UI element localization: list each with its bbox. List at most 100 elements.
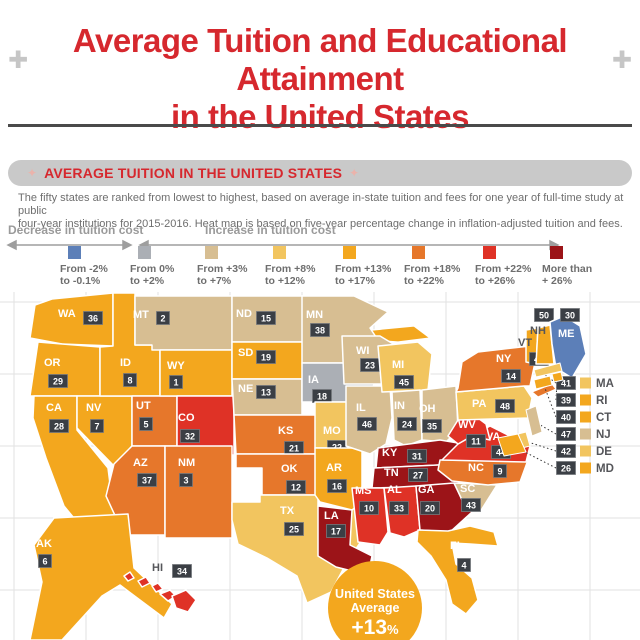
state-rank-NE [256,385,276,399]
state-rank-UT-value: 5 [143,420,148,430]
state-rank-AL-value: 33 [394,504,404,514]
state-shape-MD [497,433,527,457]
state-label-MT: MT [133,309,149,321]
state-rank-MN [310,323,330,337]
state-rank-SD [256,350,276,364]
state-rank-MI [394,375,414,389]
state-rank-NJ-value: 47 [561,430,571,440]
legend-item-tan: From +3% to +7% [197,246,247,287]
callout-connector [524,440,557,452]
description-text: The fifty states are ranked from lowest … [18,192,632,231]
state-rank-MS-value: 10 [364,504,374,514]
state-rank-SD-value: 19 [261,353,271,363]
state-rank-WY [169,375,183,389]
legend-swatch-gray [138,246,151,259]
legend-swatch-blue [68,246,81,259]
page-title: Average Tuition and Educational Attainme… [30,22,610,136]
us-average-line1: United States [335,587,415,601]
state-label-MN: MN [306,309,323,321]
legend-swatch-gold [343,246,356,259]
state-rank-PA [495,399,515,413]
state-rank-CT-value: 40 [561,413,571,423]
state-shape-NM [164,445,233,539]
callout-connector [555,381,558,401]
decorative-plus-icon: ✚ [611,47,632,74]
state-rank-IL-value: 46 [362,420,372,430]
state-label-HI: HI [152,562,163,574]
state-label-FL: FL [450,540,464,552]
state-label-GA: GA [418,484,435,496]
state-label-DE: DE [596,446,612,458]
sparkle-icon: ✦ [349,166,360,180]
state-label-WI: WI [356,345,369,357]
state-rank-NJ [556,427,576,441]
state-label-TX: TX [280,505,295,517]
state-label-WA: WA [58,308,76,320]
state-rank-HI-value: 34 [177,567,187,577]
state-rank-AZ [137,473,157,487]
legend-label: More than + 26% [542,263,593,287]
section-banner-title: AVERAGE TUITION IN THE UNITED STATES [44,165,343,181]
legend-swatch-orange [412,246,425,259]
state-rank-WY-value: 1 [173,378,178,388]
sparkle-icon: ✦ [27,166,38,180]
state-rank-FL-value: 4 [461,561,466,571]
state-label-ID: ID [120,357,131,369]
legend-label: From -2% to -0.1% [60,263,108,287]
state-label-RI: RI [596,395,608,407]
state-rank-GA [420,501,440,515]
state-rank-PA-value: 48 [500,402,510,412]
legend-swatch-lightgold [273,246,286,259]
state-label-OH: OH [419,403,436,415]
state-rank-RI [556,393,576,407]
state-rank-CT [556,410,576,424]
state-rank-CA [49,419,69,433]
state-rank-MA-value: 41 [561,379,571,389]
state-rank-MI-value: 45 [399,378,409,388]
state-shape-KS [233,414,319,455]
legend-item-blue: From -2% to -0.1% [60,246,108,287]
section-banner: ✦ AVERAGE TUITION IN THE UNITED STATES ✦ [8,160,632,186]
state-rank-IL [357,417,377,431]
page-title-line2: in the United States [170,98,470,135]
state-rank-ID-value: 8 [127,376,132,386]
state-rank-TN [408,468,428,482]
state-rank-OR-value: 29 [53,377,63,387]
state-rank-AK-value: 6 [42,557,47,567]
state-rank-ID [123,373,137,387]
state-label-SC: SC [460,483,475,495]
state-rank-NE-value: 13 [261,388,271,398]
state-rank-ME-value: 30 [565,311,575,321]
state-rank-IN [397,417,417,431]
state-rank-LA [326,524,346,538]
state-shape-MA [533,362,563,378]
state-shape-WY [159,349,233,397]
state-rank-MS [359,501,379,515]
state-rank-NV-value: 7 [94,422,99,432]
divider [8,124,632,127]
state-label-AK: AK [36,538,52,550]
state-rank-KY-value: 31 [412,452,422,462]
state-shape-RI [551,371,564,383]
us-average-circle [328,561,422,640]
state-rank-TX [284,522,304,536]
state-shape-CT [533,375,553,390]
state-rank-TX-value: 25 [289,525,299,535]
state-label-NH: NH [530,325,546,337]
state-rank-AR-value: 16 [332,482,342,492]
description-line1: The fifty states are ranked from lowest … [18,192,624,217]
state-label-AL: AL [387,484,402,496]
legend-label: From +13% to +17% [335,263,392,287]
state-rank-CA-value: 28 [54,422,64,432]
state-label-ND: ND [236,308,252,320]
callout-swatch-RI [580,394,591,406]
state-rank-OK [286,480,306,494]
us-average-value: +13% [351,616,399,639]
description-line2: four-year institutions for 2015-2016. He… [18,218,623,230]
increase-scale-label: Increase in tuition cost [205,223,336,237]
us-average-line2: Average [351,601,400,615]
state-rank-AZ-value: 37 [142,476,152,486]
legend-item-red: From +22% to +26% [475,246,531,287]
state-rank-OH [422,419,442,433]
